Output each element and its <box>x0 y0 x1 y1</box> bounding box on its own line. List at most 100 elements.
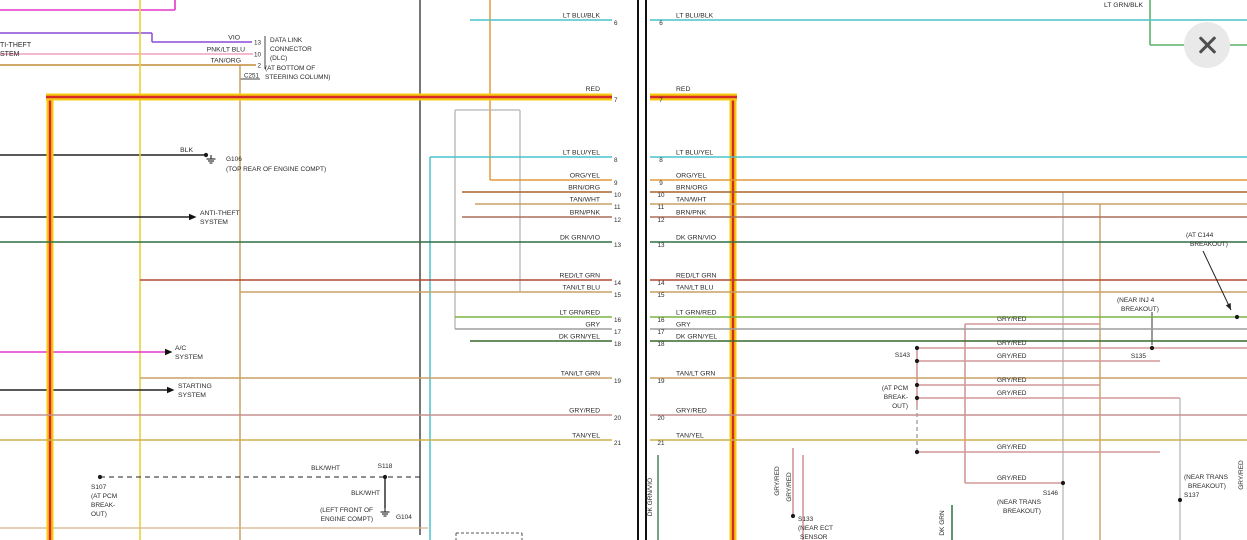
diagram-text: SYSTEM <box>200 219 228 226</box>
wire-color-label: BRN/ORG <box>568 185 600 192</box>
circuit-number: 9 <box>659 180 663 187</box>
wire-color-label: LT BLU/BLK <box>563 13 601 20</box>
diagram-text: S118 <box>378 463 393 470</box>
splice-dot <box>914 382 920 388</box>
diagram-text: SENSOR <box>800 534 828 540</box>
wire-color-label: LT GRN/RED <box>559 310 600 317</box>
wire-color-label: TAN/LT GRN <box>676 371 715 378</box>
circuit-number: 14 <box>614 280 622 287</box>
wire-color-label: GRY <box>676 322 691 329</box>
wire-color-label: RED <box>676 86 690 93</box>
splice-dot <box>1149 345 1155 351</box>
circuit-number: 17 <box>657 329 665 336</box>
diagram-text: G106 <box>226 156 242 163</box>
wire-color-label: GRY <box>585 322 600 329</box>
diagram-text: TI-THEFT <box>0 42 32 49</box>
diagram-text: G104 <box>396 514 412 521</box>
diagram-text: S146 <box>1043 490 1059 497</box>
diagram-text: GRY/RED <box>1238 460 1245 490</box>
splice-dot <box>382 474 388 480</box>
diagram-text: 13 <box>254 40 262 47</box>
circuit-number: 6 <box>614 20 618 27</box>
diagram-text: CONNECTOR <box>270 46 312 53</box>
diagram-text: 10 <box>254 52 262 59</box>
wire-color-label: DK GRN/YEL <box>676 334 717 341</box>
wire-color-label: TAN/LT GRN <box>561 371 600 378</box>
wire-color-label: DK GRN/YEL <box>559 334 600 341</box>
splice-dot <box>203 152 209 158</box>
diagram-text: GRY/RED <box>997 340 1027 347</box>
wire-color-label: LT GRN/RED <box>676 310 717 317</box>
wire-color-label: GRY/RED <box>676 408 707 415</box>
diagram-text: SYSTEM <box>178 392 206 399</box>
wire-color-label: RED/LT GRN <box>559 273 600 280</box>
diagram-text: (AT PCM <box>882 385 908 392</box>
pointer-arrowhead-icon <box>1225 303 1231 310</box>
diagram-text: GRY/RED <box>997 353 1027 360</box>
circuit-number: 12 <box>657 217 665 224</box>
circuit-number: 15 <box>657 292 665 299</box>
circuit-number: 13 <box>614 242 622 249</box>
diagram-text: (DLC) <box>270 55 287 62</box>
wire-color-label: BRN/PNK <box>570 210 601 217</box>
diagram-text: BREAKOUT) <box>1190 241 1228 248</box>
diagram-text: GRY/RED <box>997 377 1027 384</box>
circuit-number: 20 <box>657 415 665 422</box>
diagram-text: STARTING <box>178 383 212 390</box>
diagram-text: BREAKOUT) <box>1121 306 1159 313</box>
splice-dot <box>1177 497 1183 503</box>
diagram-text: DK GRN/VIO <box>647 478 654 516</box>
diagram-text: SYSTEM <box>175 354 203 361</box>
diagram-text: C251 <box>244 73 260 80</box>
circuit-number: 15 <box>614 292 622 299</box>
diagram-text: STEERING COLUMN) <box>265 74 330 81</box>
circuit-number: 8 <box>614 157 618 164</box>
diagram-text: GRY/RED <box>774 466 781 496</box>
diagram-text: GRY/RED <box>997 316 1027 323</box>
splice-dot <box>914 395 920 401</box>
system-arrow-icon <box>165 348 173 356</box>
wire-color-label: LT BLU/BLK <box>676 13 714 20</box>
circuit-number: 10 <box>657 192 665 199</box>
wire-color-label: LT BLU/YEL <box>676 150 713 157</box>
circuit-number: 10 <box>614 192 622 199</box>
system-arrow-icon <box>167 386 175 394</box>
wire-color-label: GRY/RED <box>569 408 600 415</box>
diagram-text: LT GRN/BLK <box>1104 2 1143 9</box>
circuit-number: 9 <box>614 180 618 187</box>
diagram-text: BLK/WHT <box>311 465 340 472</box>
wire-color-label: TAN/WHT <box>676 197 706 204</box>
splice-dot <box>914 449 920 455</box>
splice-dot <box>914 345 920 351</box>
splice-dot <box>1060 480 1066 486</box>
splice-dot <box>790 513 796 519</box>
diagram-text: BLK/WHT <box>351 490 380 497</box>
wire-color-label: RED <box>586 86 600 93</box>
circuit-number: 16 <box>657 317 665 324</box>
diagram-text: TAN/ORG <box>211 58 241 65</box>
diagram-text: BREAK- <box>91 502 115 509</box>
diagram-text: BLK <box>180 147 193 154</box>
close-button[interactable] <box>1184 22 1230 68</box>
wire-color-label: TAN/YEL <box>572 433 600 440</box>
diagram-text: (AT C144 <box>1186 232 1214 239</box>
wire-color-label: BRN/ORG <box>676 185 708 192</box>
diagram-text: S137 <box>1184 492 1200 499</box>
circuit-number: 6 <box>659 20 663 27</box>
diagram-text: (NEAR TRANS <box>997 499 1042 506</box>
diagram-text: 2 <box>257 63 261 70</box>
diagram-text: GRY/RED <box>997 475 1027 482</box>
circuit-number: 19 <box>614 378 622 385</box>
diagram-text: S107 <box>91 484 107 491</box>
wire-color-label: TAN/YEL <box>676 433 704 440</box>
wire-color-label: LT BLU/YEL <box>563 150 600 157</box>
diagram-text: S143 <box>895 352 911 359</box>
wire-color-label: BRN/PNK <box>676 210 707 217</box>
circuit-number: 14 <box>657 280 665 287</box>
diagram-text: (NEAR TRANS <box>1184 474 1229 481</box>
diagram-text: GRY/RED <box>786 472 793 502</box>
diagram-text: (NEAR ECT <box>798 525 833 532</box>
diagram-text: BREAKOUT) <box>1003 508 1041 515</box>
diagram-text: S133 <box>798 516 814 523</box>
